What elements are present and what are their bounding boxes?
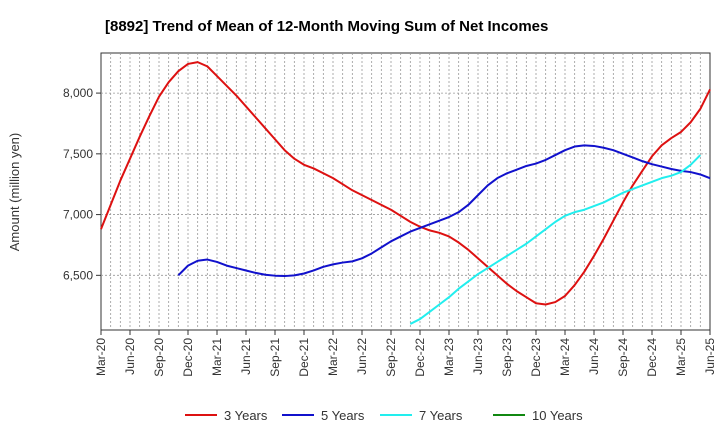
y-tick-label: 7,500 <box>63 147 93 161</box>
plot-area <box>100 52 711 331</box>
x-tick-label: Mar-22 <box>326 338 340 376</box>
legend-label: 5 Years <box>321 408 365 423</box>
x-tick-label: Jun-24 <box>587 338 601 375</box>
x-tick-label: Mar-20 <box>94 338 108 376</box>
legend-label: 10 Years <box>532 408 583 423</box>
x-tick-label: Jun-21 <box>239 338 253 375</box>
y-axis-title: Amount (million yen) <box>7 133 22 252</box>
x-tick-label: Sep-20 <box>152 338 166 377</box>
x-tick-label: Sep-22 <box>384 338 398 377</box>
x-tick-label: Dec-22 <box>413 338 427 377</box>
x-tick-label: Sep-24 <box>616 338 630 377</box>
y-tick-label: 8,000 <box>63 86 93 100</box>
x-tick-label: Dec-23 <box>529 338 543 377</box>
gridlines <box>101 53 710 330</box>
x-tick-label: Dec-21 <box>297 338 311 377</box>
series-line-7-years <box>409 154 702 325</box>
x-tick-label: Mar-23 <box>442 338 456 376</box>
x-tick-label: Dec-24 <box>645 338 659 377</box>
series-line-5-years <box>177 144 711 278</box>
series-lines <box>100 61 711 325</box>
x-tick-label: Mar-25 <box>674 338 688 376</box>
x-tick-label: Jun-25 <box>703 338 717 375</box>
y-tick-label: 7,000 <box>63 208 93 222</box>
x-tick-label: Jun-22 <box>355 338 369 375</box>
legend: 3 Years 5 Years 7 Years 10 Years <box>185 408 583 423</box>
x-axis: Mar-20 Jun-20 Sep-20 Dec-20 Mar-21 Jun-21 Sep-… <box>94 330 717 377</box>
x-tick-label: Sep-21 <box>268 338 282 377</box>
x-tick-label: Mar-21 <box>210 338 224 376</box>
y-axis: 6,500 7,000 7,500 8,000 <box>63 86 101 282</box>
x-tick-label: Mar-24 <box>558 338 572 376</box>
chart-title: [8892] Trend of Mean of 12-Month Moving … <box>105 18 548 35</box>
x-tick-label: Jun-23 <box>471 338 485 375</box>
legend-label: 7 Years <box>419 408 463 423</box>
series-line-3-years <box>100 61 711 306</box>
y-tick-label: 6,500 <box>63 268 93 282</box>
legend-label: 3 Years <box>224 408 268 423</box>
x-tick-label: Dec-20 <box>181 338 195 377</box>
x-tick-label: Jun-20 <box>123 338 137 375</box>
x-tick-label: Sep-23 <box>500 338 514 377</box>
